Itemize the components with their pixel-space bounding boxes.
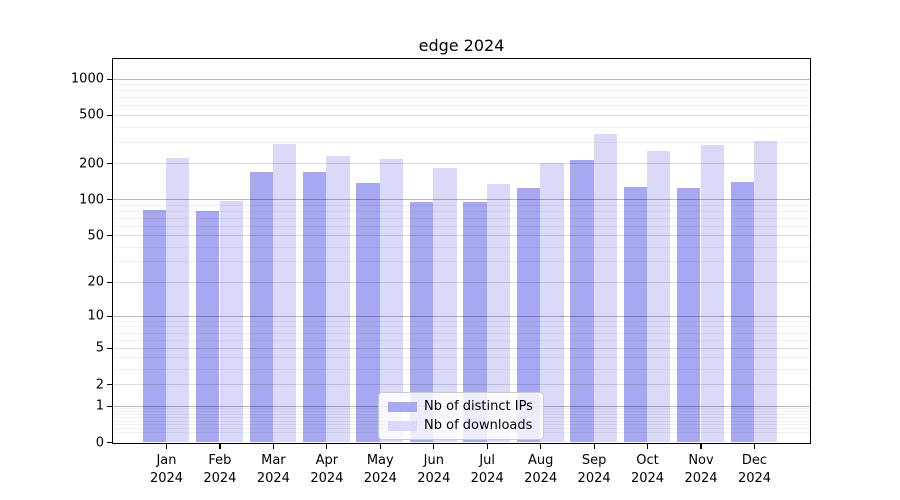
- y-tick-label-1: 1: [95, 398, 104, 414]
- y-tick-mark-0: [107, 442, 112, 444]
- bar-distinct-ips-jul: [463, 202, 487, 442]
- x-tick-mark-jan: [165, 444, 168, 449]
- bar-downloads-jul: [486, 184, 511, 442]
- bar-distinct-ips-sep: [570, 159, 594, 442]
- legend-swatch-downloads: [388, 420, 417, 431]
- x-tick-label-oct: Oct 2024: [630, 453, 665, 486]
- y-tick-label-10: 10: [87, 308, 104, 324]
- x-tick-label-jul: Jul 2024: [470, 453, 504, 486]
- x-tick-label-jan: Jan 2024: [149, 453, 184, 486]
- bar-downloads-nov: [700, 145, 724, 442]
- x-tick-mark-aug: [540, 444, 542, 449]
- x-tick-label-feb: Feb 2024: [203, 453, 237, 486]
- x-tick-mark-nov: [700, 444, 702, 449]
- bar-downloads-aug: [540, 163, 564, 442]
- chart-title: edge 2024: [418, 36, 505, 55]
- y-tick-label-20: 20: [87, 274, 104, 290]
- legend-swatch-distinct-ips: [388, 401, 417, 412]
- legend-label-downloads: Nb of downloads: [424, 418, 533, 433]
- x-tick-label-nov: Nov 2024: [684, 453, 718, 486]
- y-tick-label-500: 500: [79, 107, 104, 123]
- bar-distinct-ips-may: [356, 183, 380, 442]
- x-tick-mark-sep: [593, 444, 595, 449]
- bar-downloads-mar: [272, 144, 297, 442]
- y-tick-mark-2: [107, 384, 112, 386]
- legend-item-distinct-ips: Nb of distinct IPs: [388, 399, 534, 414]
- y-tick-label-1000: 1000: [70, 71, 104, 87]
- y-tick-mark-1000: [107, 78, 112, 80]
- x-tick-mark-dec: [753, 444, 756, 449]
- x-tick-label-dec: Dec 2024: [737, 453, 772, 486]
- legend-label-distinct-ips: Nb of distinct IPs: [424, 399, 533, 414]
- bar-distinct-ips-aug: [516, 188, 541, 442]
- x-tick-mark-feb: [219, 444, 221, 449]
- x-tick-mark-may: [379, 444, 381, 449]
- legend: Nb of distinct IPs Nb of downloads: [378, 392, 544, 440]
- x-tick-mark-mar: [272, 444, 275, 449]
- x-tick-mark-oct: [646, 444, 649, 449]
- bar-distinct-ips-oct: [623, 186, 647, 442]
- y-tick-mark-1: [107, 405, 112, 407]
- y-tick-label-50: 50: [87, 228, 104, 244]
- bar-downloads-feb: [219, 200, 243, 442]
- bar-distinct-ips-jun: [409, 202, 434, 442]
- x-tick-label-apr: Apr 2024: [310, 453, 344, 486]
- y-tick-label-100: 100: [79, 192, 104, 208]
- y-tick-label-200: 200: [79, 156, 104, 171]
- plot-area: Nb of distinct IPs Nb of downloads: [112, 58, 811, 444]
- y-tick-mark-10: [107, 315, 112, 318]
- bar-downloads-jun: [433, 167, 457, 442]
- y-tick-label-0: 0: [95, 435, 104, 450]
- y-tick-mark-100: [107, 199, 112, 201]
- y-tick-mark-20: [107, 281, 112, 284]
- x-tick-label-sep: Sep 2024: [577, 453, 611, 486]
- x-tick-label-aug: Aug 2024: [524, 453, 558, 486]
- bar-downloads-dec: [754, 140, 778, 442]
- bar-distinct-ips-jan: [142, 209, 166, 442]
- bar-distinct-ips-apr: [303, 172, 327, 442]
- x-tick-mark-apr: [326, 444, 328, 449]
- y-tick-mark-5: [107, 347, 112, 349]
- bar-downloads-may: [379, 159, 404, 442]
- x-tick-label-mar: Mar 2024: [256, 453, 290, 486]
- legend-item-downloads: Nb of downloads: [388, 418, 534, 433]
- x-tick-label-may: May 2024: [363, 453, 397, 486]
- y-tick-label-5: 5: [95, 340, 104, 356]
- bar-downloads-oct: [647, 150, 671, 442]
- bar-downloads-jan: [166, 158, 190, 442]
- y-tick-mark-50: [107, 235, 112, 237]
- bar-downloads-apr: [326, 155, 350, 442]
- y-tick-label-2: 2: [95, 377, 104, 393]
- bars-layer: [113, 59, 810, 443]
- bar-downloads-sep: [593, 134, 617, 442]
- x-tick-mark-jun: [433, 444, 435, 449]
- bar-distinct-ips-feb: [196, 210, 220, 442]
- bar-distinct-ips-dec: [730, 182, 754, 442]
- y-tick-mark-200: [107, 163, 112, 165]
- bar-distinct-ips-nov: [677, 187, 701, 442]
- y-tick-mark-500: [107, 114, 112, 117]
- bar-distinct-ips-mar: [249, 171, 273, 442]
- x-tick-label-jun: Jun 2024: [417, 453, 451, 486]
- x-tick-mark-jul: [486, 444, 488, 449]
